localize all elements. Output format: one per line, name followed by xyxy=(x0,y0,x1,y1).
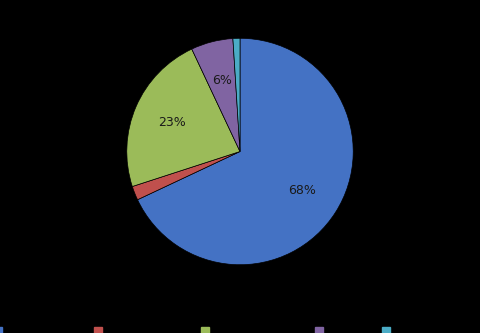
Wedge shape xyxy=(192,39,240,152)
Legend: Wages & Salaries, Employee Benefits, Operating Expenses, Safety Net, Grants & Su: Wages & Salaries, Employee Benefits, Ope… xyxy=(0,323,480,333)
Wedge shape xyxy=(233,38,240,152)
Wedge shape xyxy=(127,49,240,186)
Text: 68%: 68% xyxy=(288,184,316,197)
Text: 23%: 23% xyxy=(158,116,186,129)
Text: 6%: 6% xyxy=(212,74,232,87)
Wedge shape xyxy=(138,38,353,265)
Wedge shape xyxy=(132,152,240,200)
